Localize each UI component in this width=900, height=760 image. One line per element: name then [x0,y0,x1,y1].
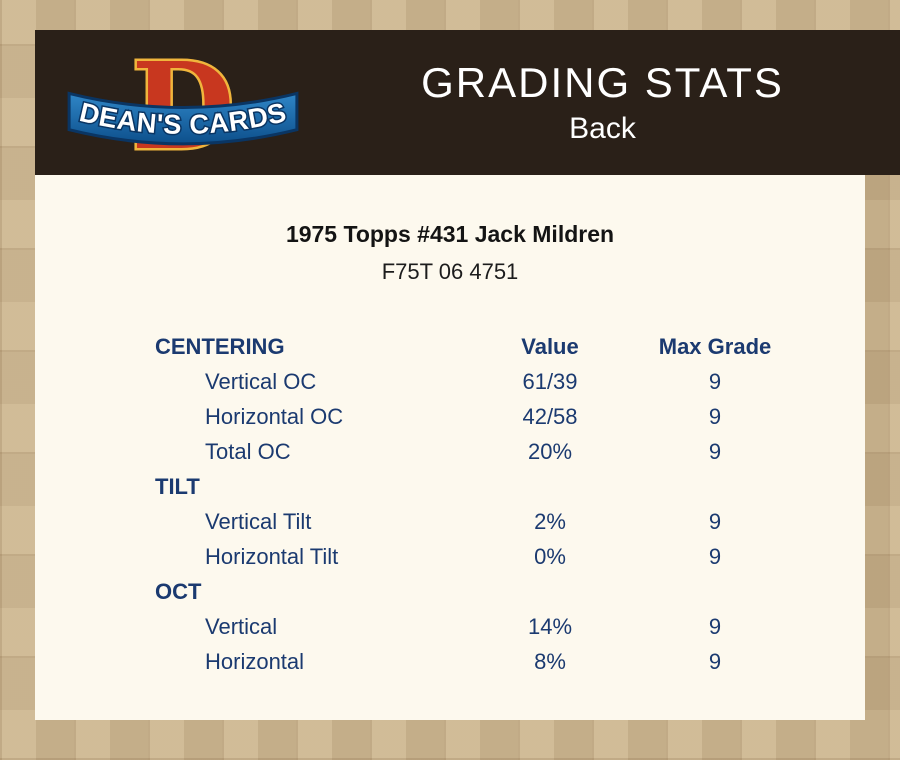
row-grade: 9 [708,648,722,674]
row-grade: 9 [708,368,722,394]
row-label: Horizontal Tilt [205,543,339,569]
row-grade: 9 [708,508,722,534]
header-bar: D DEAN'S CARDS GRADING STATS Back [35,30,900,175]
section-header-row: OCT [155,574,805,609]
row-value: 2% [534,508,566,534]
row-value: 0% [534,543,566,569]
column-header-max-grade: Max Grade [658,333,772,359]
row-value: 20% [527,438,573,464]
row-value: 8% [534,648,566,674]
table-row: Horizontal OC 42/58 9 [155,399,805,434]
row-value: 42/58 [522,403,578,429]
table-row: Horizontal 8% 9 [155,644,805,679]
row-value: 14% [527,613,573,639]
grading-panel: 1975 Topps #431 Jack Mildren F75T 06 475… [35,175,865,720]
row-grade: 9 [708,438,722,464]
row-grade: 9 [708,403,722,429]
logo-ribbon [67,91,299,146]
row-label: Total OC [205,438,291,464]
table-row: Vertical Tilt 2% 9 [155,504,805,539]
column-header-centering: CENTERING [155,333,285,359]
row-grade: 9 [708,613,722,639]
section-label: OCT [155,578,202,604]
row-label: Horizontal OC [205,403,344,429]
column-header-value: Value [521,333,579,359]
header-titles: GRADING STATS Back [335,30,870,175]
table-row: Vertical OC 61/39 9 [155,364,805,399]
card-code: F75T 06 4751 [381,259,519,284]
section-label: TILT [155,473,200,499]
row-label: Vertical Tilt [205,508,312,534]
logo-letter-d: D [131,37,234,169]
deans-cards-logo-icon: D DEAN'S CARDS [67,36,299,169]
page-subtitle: Back [569,111,636,145]
table-header-row: CENTERING Value Max Grade [155,329,805,364]
row-value: 61/39 [522,368,578,394]
table-row: Total OC 20% 9 [155,434,805,469]
deans-cards-logo: D DEAN'S CARDS [57,36,309,169]
row-grade: 9 [708,543,722,569]
table-row: Vertical 14% 9 [155,609,805,644]
row-label: Vertical [205,613,278,639]
row-label: Vertical OC [205,368,317,394]
page-title: GRADING STATS [421,59,784,107]
card-title: 1975 Topps #431 Jack Mildren [285,221,615,247]
section-header-row: TILT [155,469,805,504]
grading-stats-table: CENTERING Value Max Grade Vertical OC 61… [155,329,805,679]
table-row: Horizontal Tilt 0% 9 [155,539,805,574]
row-label: Horizontal [205,648,305,674]
